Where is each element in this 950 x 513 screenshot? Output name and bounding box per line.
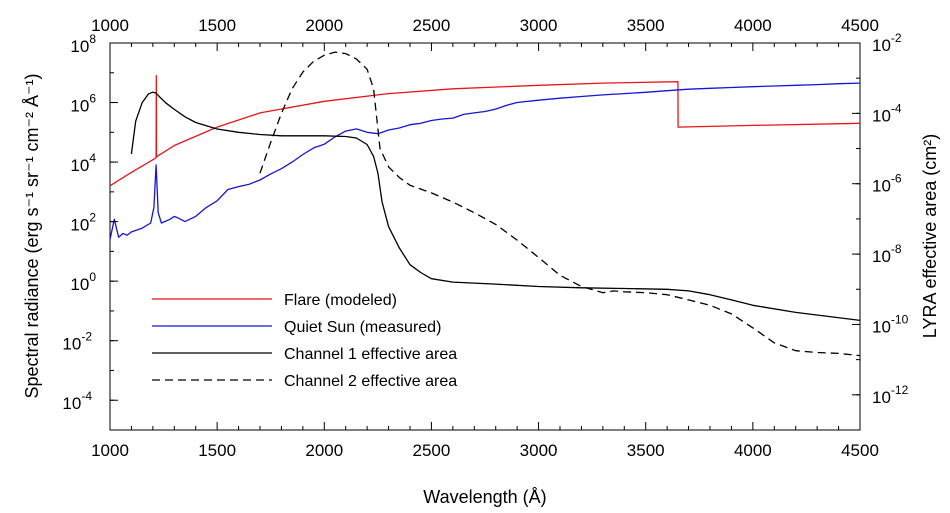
x-tick-label-bottom: 2000 xyxy=(305,441,343,460)
legend: Flare (modeled) Quiet Sun (measured) Chann… xyxy=(152,292,457,390)
y-right-tick-label: 10-12 xyxy=(872,383,909,407)
series-flare-modeled-line xyxy=(110,76,860,186)
y-right-tick-label: 10-8 xyxy=(872,242,902,266)
legend-label-quiet-sun-measured: Quiet Sun (measured) xyxy=(284,319,441,336)
y-right-tick-label: 10-6 xyxy=(872,172,902,196)
y-left-tick-label: 100 xyxy=(70,270,96,294)
x-tick-label-bottom: 4000 xyxy=(734,441,772,460)
x-tick-label-top: 4500 xyxy=(841,16,879,35)
x-tick-label-top: 2500 xyxy=(413,16,451,35)
y-left-tick-label: 102 xyxy=(70,211,96,235)
x-tick-label-top: 2000 xyxy=(305,16,343,35)
legend-label-flare-modeled: Flare (modeled) xyxy=(284,292,397,309)
plot-frame xyxy=(110,43,860,430)
y-left-tick-label: 10-2 xyxy=(62,330,92,354)
x-tick-label-bottom: 1500 xyxy=(198,441,236,460)
y-left-axis-title: Spectral radiance (erg s⁻¹ sr⁻¹ cm⁻² Å⁻¹… xyxy=(22,73,42,398)
series-channel-1-effective-area-line xyxy=(131,92,860,320)
y-right-tick-label: 10-4 xyxy=(872,101,902,125)
x-tick-label-top: 3000 xyxy=(520,16,558,35)
y-left-tick-label: 108 xyxy=(70,32,96,56)
y-right-axis-title: LYRA effective area (cm²) xyxy=(920,134,940,338)
y-left-tick-label: 104 xyxy=(70,151,96,175)
legend-label-channel-1-effective-area: Channel 1 effective area xyxy=(284,346,457,363)
x-tick-label-bottom: 2500 xyxy=(413,441,451,460)
x-tick-label-top: 1500 xyxy=(198,16,236,35)
series-quiet-sun-measured-line xyxy=(110,83,860,239)
x-tick-label-top: 4000 xyxy=(734,16,772,35)
x-tick-label-top: 3500 xyxy=(627,16,665,35)
x-axis-title: Wavelength (Å) xyxy=(423,487,546,507)
ticks-layer: 1000 1000 1500 1500 2000 2000 2500 2500 3000 3000… xyxy=(62,16,908,460)
x-tick-label-bottom: 3500 xyxy=(627,441,665,460)
x-tick-label-top: 1000 xyxy=(91,16,129,35)
x-tick-label-bottom: 3000 xyxy=(520,441,558,460)
legend-label-channel-2-effective-area: Channel 2 effective area xyxy=(284,373,457,390)
y-left-tick-label: 106 xyxy=(70,92,96,116)
y-left-tick-label: 10-4 xyxy=(62,389,92,413)
series-layer xyxy=(110,52,860,356)
x-tick-label-bottom: 1000 xyxy=(91,441,129,460)
y-right-tick-label: 10-10 xyxy=(872,312,909,336)
x-tick-label-bottom: 4500 xyxy=(841,441,879,460)
